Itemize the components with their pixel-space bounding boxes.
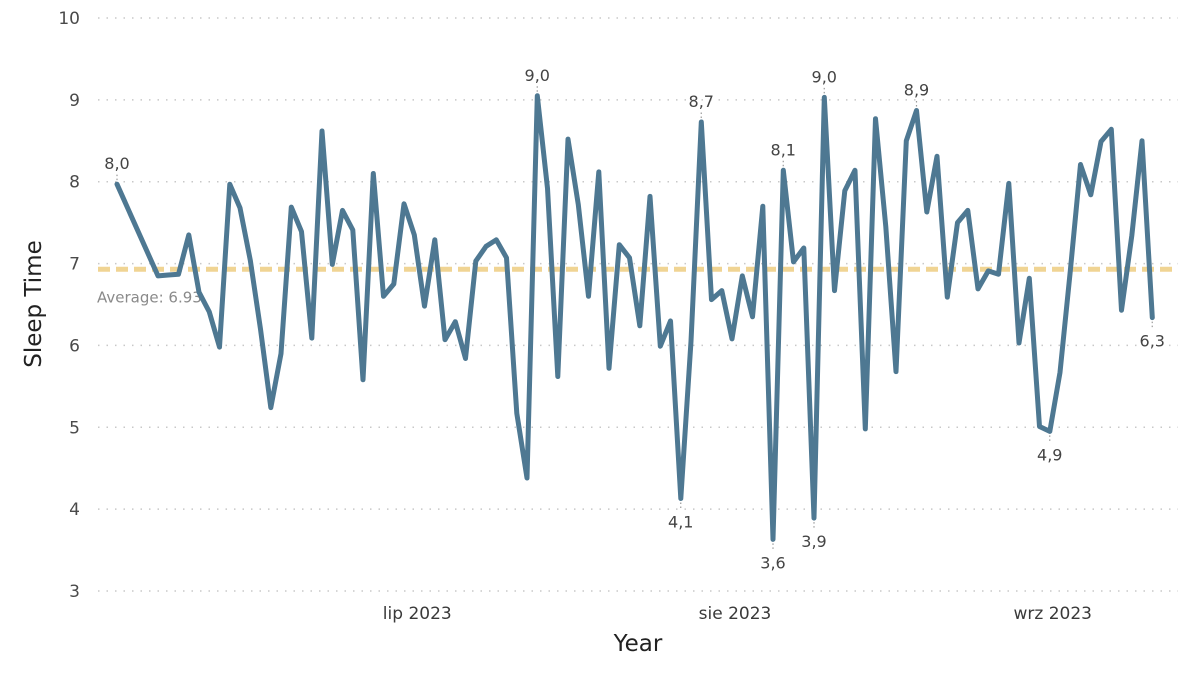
data-label: 4,1 [668, 513, 693, 532]
average-label: Average: 6.93 [97, 288, 202, 306]
data-label: 9,0 [812, 67, 837, 86]
y-tick-label: 7 [69, 255, 80, 275]
data-label: 8,0 [104, 154, 129, 173]
x-axis-ticks: lip 2023 sie 2023 wrz 2023 [383, 604, 1092, 624]
x-tick-label: wrz 2023 [1014, 604, 1092, 624]
x-axis-title: Year [613, 631, 663, 657]
data-label: 6,3 [1140, 332, 1165, 351]
y-tick-label: 4 [69, 500, 80, 520]
y-axis-ticks: 10 9 8 7 6 5 4 3 [58, 9, 80, 602]
y-tick-label: 5 [69, 418, 80, 438]
y-tick-label: 9 [69, 91, 80, 111]
data-labels: 8,0 9,0 4,1 8,7 3,6 8,1 3,9 9,0 8,9 4,9 6,3 [104, 66, 1165, 573]
y-tick-label: 6 [69, 336, 80, 356]
data-label: 8,1 [771, 140, 796, 159]
y-axis-title: Sleep Time [21, 240, 47, 368]
gridlines [98, 17, 1178, 592]
data-label: 8,9 [904, 80, 929, 99]
y-tick-label: 10 [58, 9, 80, 29]
x-tick-label: sie 2023 [699, 604, 772, 624]
data-label: 9,0 [525, 66, 550, 85]
x-tick-label: lip 2023 [383, 604, 452, 624]
data-label: 3,6 [760, 553, 785, 572]
y-tick-label: 8 [69, 173, 80, 193]
data-label: 3,9 [801, 532, 826, 551]
data-label: 4,9 [1037, 445, 1062, 464]
data-label: 8,7 [689, 92, 714, 111]
y-tick-label: 3 [69, 582, 80, 602]
sleep-time-series-line [114, 93, 1155, 542]
